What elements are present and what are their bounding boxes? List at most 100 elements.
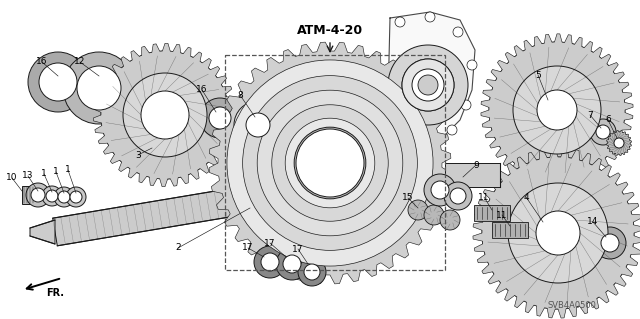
Circle shape <box>28 52 88 112</box>
Circle shape <box>304 264 320 280</box>
Circle shape <box>39 63 77 101</box>
Text: 16: 16 <box>36 57 48 66</box>
Circle shape <box>395 17 405 27</box>
Text: 1: 1 <box>65 166 71 174</box>
Circle shape <box>590 119 616 145</box>
Circle shape <box>536 211 580 255</box>
Circle shape <box>387 110 397 120</box>
Circle shape <box>508 183 608 283</box>
Text: 7: 7 <box>587 110 593 120</box>
Circle shape <box>461 100 471 110</box>
Text: 11: 11 <box>496 211 508 219</box>
Circle shape <box>424 174 456 206</box>
Circle shape <box>294 127 366 199</box>
Circle shape <box>66 187 86 207</box>
Circle shape <box>141 91 189 139</box>
Text: 17: 17 <box>292 244 304 254</box>
Polygon shape <box>606 130 632 156</box>
Circle shape <box>447 125 457 135</box>
Text: 17: 17 <box>243 243 253 253</box>
Circle shape <box>410 135 420 145</box>
Circle shape <box>614 138 624 148</box>
Circle shape <box>453 27 463 37</box>
Circle shape <box>402 59 454 111</box>
Text: 10: 10 <box>6 174 18 182</box>
Text: 12: 12 <box>74 57 86 66</box>
Bar <box>22 186 34 204</box>
Circle shape <box>402 59 454 111</box>
Polygon shape <box>209 42 451 284</box>
Circle shape <box>58 191 70 203</box>
Text: 1: 1 <box>41 169 47 179</box>
Circle shape <box>285 118 375 208</box>
Text: 15: 15 <box>403 194 413 203</box>
Circle shape <box>450 188 466 204</box>
Circle shape <box>254 246 286 278</box>
Circle shape <box>243 76 417 250</box>
Circle shape <box>467 60 477 70</box>
Polygon shape <box>93 43 237 187</box>
Text: 14: 14 <box>588 218 598 226</box>
Circle shape <box>444 182 472 210</box>
Circle shape <box>46 190 58 202</box>
Circle shape <box>513 66 601 154</box>
Circle shape <box>424 205 444 225</box>
Text: 4: 4 <box>523 192 529 202</box>
Circle shape <box>276 248 308 280</box>
Circle shape <box>296 129 364 197</box>
Text: FR.: FR. <box>46 288 64 298</box>
Bar <box>492 222 528 238</box>
Circle shape <box>26 183 50 207</box>
Circle shape <box>601 234 619 252</box>
Text: 9: 9 <box>473 160 479 169</box>
Circle shape <box>227 60 433 266</box>
Text: 17: 17 <box>264 239 276 248</box>
Text: 5: 5 <box>535 70 541 79</box>
Circle shape <box>537 90 577 130</box>
Circle shape <box>283 255 301 273</box>
Circle shape <box>63 52 135 124</box>
Text: 11: 11 <box>478 192 490 202</box>
Circle shape <box>101 51 229 179</box>
Circle shape <box>489 42 625 178</box>
Circle shape <box>594 227 626 259</box>
Circle shape <box>54 187 74 207</box>
Text: 1: 1 <box>53 167 59 176</box>
Circle shape <box>440 210 460 230</box>
Circle shape <box>412 69 444 101</box>
Circle shape <box>42 186 62 206</box>
Circle shape <box>200 98 240 138</box>
Polygon shape <box>30 220 55 244</box>
Circle shape <box>257 90 403 236</box>
Polygon shape <box>445 163 500 187</box>
Circle shape <box>242 109 274 141</box>
Text: 16: 16 <box>196 85 208 94</box>
Circle shape <box>388 45 468 125</box>
Polygon shape <box>388 12 475 145</box>
Text: 2: 2 <box>175 243 181 253</box>
Circle shape <box>123 73 207 157</box>
Circle shape <box>298 258 326 286</box>
Circle shape <box>596 125 610 139</box>
Circle shape <box>234 101 282 149</box>
Text: 3: 3 <box>135 151 141 160</box>
Circle shape <box>228 95 288 155</box>
Bar <box>474 205 510 221</box>
Text: SVB4A0500: SVB4A0500 <box>548 301 596 310</box>
Circle shape <box>482 157 634 309</box>
Text: 6: 6 <box>605 115 611 124</box>
Circle shape <box>418 75 438 95</box>
Polygon shape <box>52 164 380 246</box>
Circle shape <box>272 105 388 221</box>
Bar <box>225 55 445 270</box>
Circle shape <box>31 188 45 202</box>
Polygon shape <box>481 34 633 186</box>
Text: 8: 8 <box>237 91 243 100</box>
Circle shape <box>77 66 121 110</box>
Circle shape <box>431 181 449 199</box>
Circle shape <box>246 113 270 137</box>
Circle shape <box>70 191 82 203</box>
Circle shape <box>608 132 630 154</box>
Text: 13: 13 <box>22 172 34 181</box>
Circle shape <box>425 12 435 22</box>
